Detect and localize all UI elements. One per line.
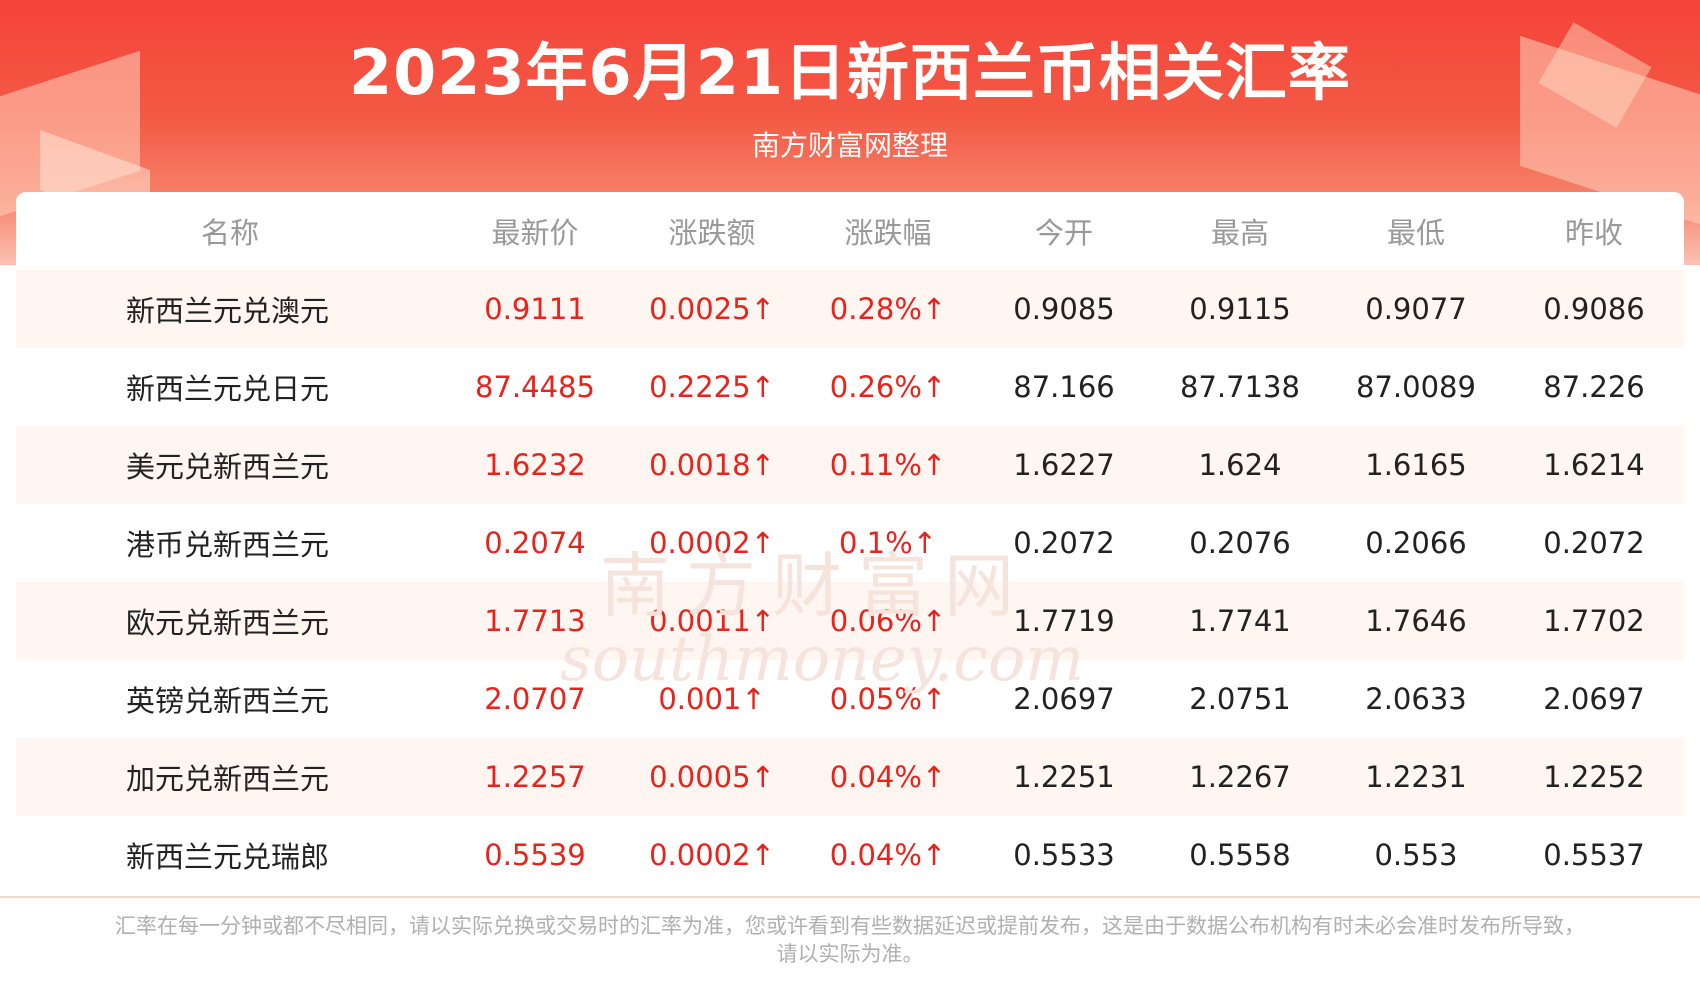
cell-low: 0.9077: [1365, 292, 1467, 326]
cell-prev-close: 2.0697: [1543, 682, 1645, 716]
cell-high: 1.2267: [1189, 760, 1291, 794]
cell-open: 0.9085: [1013, 292, 1115, 326]
cell-low: 1.2231: [1365, 760, 1467, 794]
cell-high: 2.0751: [1189, 682, 1291, 716]
cell-prev-close: 1.2252: [1543, 760, 1645, 794]
cell-name: 英镑兑新西兰元: [126, 684, 330, 718]
cell-change: 0.0002↑: [649, 526, 775, 560]
cell-latest: 87.4485: [475, 370, 595, 404]
cell-open: 1.2251: [1013, 760, 1115, 794]
cell-latest: 1.7713: [484, 604, 586, 638]
column-header-latest: 最新价: [491, 216, 579, 250]
column-header-prev-close: 昨收: [1564, 216, 1623, 250]
cell-change-pct: 0.05%↑: [829, 682, 947, 716]
column-header-change: 涨跌额: [668, 216, 756, 250]
cell-change: 0.0002↑: [649, 838, 775, 872]
cell-change: 0.0025↑: [649, 292, 775, 326]
column-header-high: 最高: [1210, 216, 1269, 250]
cell-name: 新西兰元兑澳元: [126, 294, 330, 328]
cell-low: 2.0633: [1365, 682, 1467, 716]
cell-low: 1.6165: [1365, 448, 1467, 482]
cell-low: 0.2066: [1365, 526, 1467, 560]
cell-change: 0.001↑: [658, 682, 766, 716]
table-row: 新西兰元兑日元 87.4485 0.2225↑ 0.26%↑ 87.166 87.7138…: [16, 348, 1684, 426]
cell-low: 0.553: [1374, 838, 1458, 872]
cell-prev-close: 87.226: [1543, 370, 1645, 404]
cell-low: 87.0089: [1356, 370, 1476, 404]
cell-open: 0.5533: [1013, 838, 1115, 872]
table-row: 港币兑新西兰元 0.2074 0.0002↑ 0.1%↑ 0.2072 0.2076 0.2…: [16, 504, 1684, 582]
cell-high: 1.624: [1198, 448, 1282, 482]
table-body: 新西兰元兑澳元 0.9111 0.0025↑ 0.28%↑ 0.9085 0.9115 0.…: [16, 270, 1684, 892]
cell-prev-close: 0.5537: [1543, 838, 1645, 872]
cell-prev-close: 0.9086: [1543, 292, 1645, 326]
table-row: 欧元兑新西兰元 1.7713 0.0011↑ 0.06%↑ 1.7719 1.7741 1.…: [16, 582, 1684, 660]
cell-prev-close: 1.7702: [1543, 604, 1645, 638]
cell-name: 港币兑新西兰元: [126, 528, 330, 562]
disclaimer-line-2: 请以实际为准。: [776, 942, 924, 966]
cell-open: 1.7719: [1013, 604, 1115, 638]
cell-change: 0.2225↑: [649, 370, 775, 404]
cell-change-pct: 0.11%↑: [829, 448, 947, 482]
cell-latest: 2.0707: [484, 682, 586, 716]
column-header-open: 今开: [1034, 216, 1093, 250]
cell-latest: 1.2257: [484, 760, 586, 794]
column-header-low: 最低: [1386, 216, 1445, 250]
cell-latest: 0.9111: [484, 292, 586, 326]
cell-latest: 0.2074: [484, 526, 586, 560]
cell-open: 87.166: [1013, 370, 1115, 404]
cell-name: 美元兑新西兰元: [126, 450, 330, 484]
cell-high: 0.5558: [1189, 838, 1291, 872]
cell-change-pct: 0.04%↑: [829, 760, 947, 794]
column-header-change-pct: 涨跌幅: [844, 216, 932, 250]
cell-open: 0.2072: [1013, 526, 1115, 560]
cell-change-pct: 0.1%↑: [839, 526, 937, 560]
table-row: 美元兑新西兰元 1.6232 0.0018↑ 0.11%↑ 1.6227 1.624 1.6…: [16, 426, 1684, 504]
cell-change-pct: 0.26%↑: [829, 370, 947, 404]
cell-change: 0.0018↑: [649, 448, 775, 482]
cell-high: 0.9115: [1189, 292, 1291, 326]
cell-change: 0.0011↑: [649, 604, 775, 638]
cell-high: 0.2076: [1189, 526, 1291, 560]
cell-change: 0.0005↑: [649, 760, 775, 794]
table-row: 新西兰元兑瑞郎 0.5539 0.0002↑ 0.04%↑ 0.5533 0.5558 0.…: [16, 816, 1684, 892]
footer-divider: [0, 896, 1700, 898]
cell-name: 加元兑新西兰元: [126, 762, 330, 796]
cell-open: 2.0697: [1013, 682, 1115, 716]
cell-prev-close: 1.6214: [1543, 448, 1645, 482]
cell-high: 87.7138: [1180, 370, 1300, 404]
cell-low: 1.7646: [1365, 604, 1467, 638]
cell-change-pct: 0.04%↑: [829, 838, 947, 872]
page-title: 2023年6月21日新西兰币相关汇率: [349, 36, 1351, 109]
cell-name: 欧元兑新西兰元: [126, 606, 330, 640]
cell-change-pct: 0.28%↑: [829, 292, 947, 326]
cell-open: 1.6227: [1013, 448, 1115, 482]
cell-name: 新西兰元兑日元: [126, 372, 330, 406]
cell-change-pct: 0.06%↑: [829, 604, 947, 638]
table-header: 名称 最新价 涨跌额 涨跌幅 今开 最高 最低 昨收: [16, 192, 1684, 270]
table-row: 英镑兑新西兰元 2.0707 0.001↑ 0.05%↑ 2.0697 2.0751 2.0…: [16, 660, 1684, 738]
cell-latest: 0.5539: [484, 838, 586, 872]
disclaimer-line-1: 汇率在每一分钟或都不尽相同，请以实际兑换或交易时的汇率为准，您或许看到有些数据延…: [115, 914, 1585, 938]
rates-table: 名称 最新价 涨跌额 涨跌幅 今开 最高 最低 昨收 新西兰元兑澳元 0.9111…: [16, 192, 1684, 892]
table-row: 新西兰元兑澳元 0.9111 0.0025↑ 0.28%↑ 0.9085 0.9115 0.…: [16, 270, 1684, 348]
cell-high: 1.7741: [1189, 604, 1291, 638]
cell-latest: 1.6232: [484, 448, 586, 482]
disclaimer: 汇率在每一分钟或都不尽相同，请以实际兑换或交易时的汇率为准，您或许看到有些数据延…: [60, 912, 1640, 968]
page-subtitle: 南方财富网整理: [751, 129, 948, 162]
table-row: 加元兑新西兰元 1.2257 0.0005↑ 0.04%↑ 1.2251 1.2267 1.…: [16, 738, 1684, 816]
cell-name: 新西兰元兑瑞郎: [126, 840, 330, 874]
cell-prev-close: 0.2072: [1543, 526, 1645, 560]
column-header-name: 名称: [201, 216, 260, 250]
